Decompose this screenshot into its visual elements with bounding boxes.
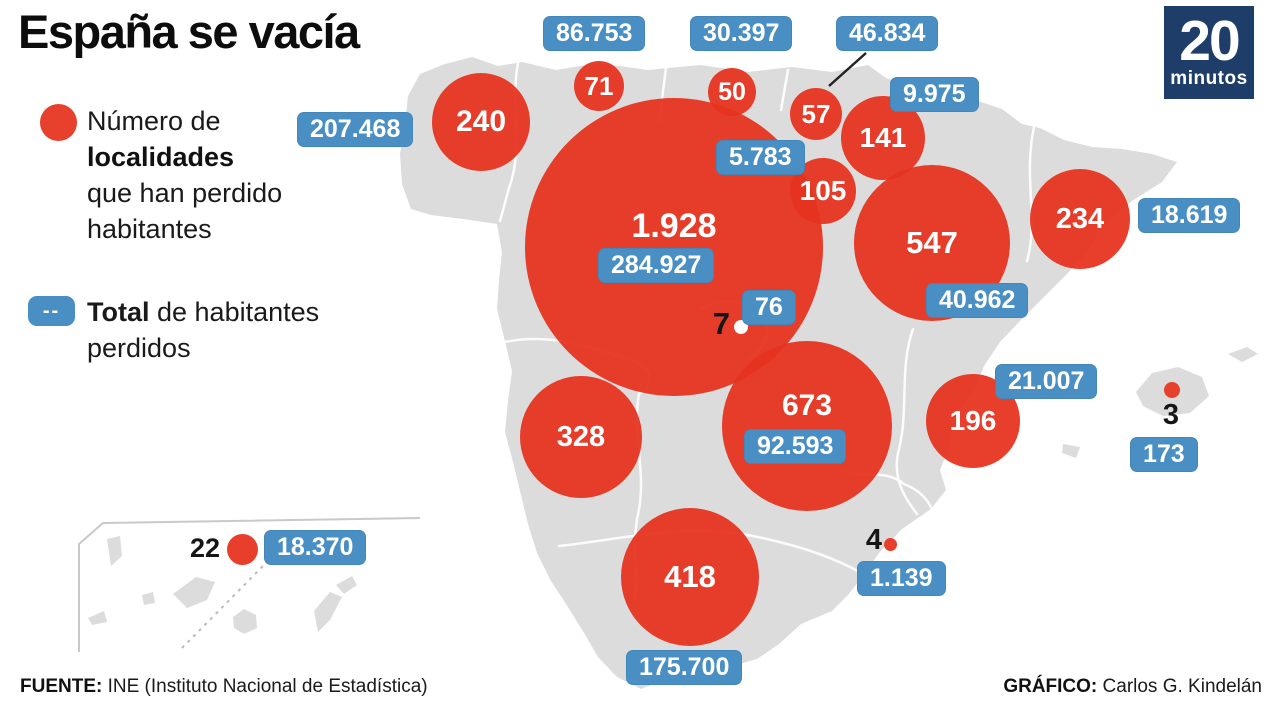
logo-word: minutos: [1170, 68, 1248, 90]
legend-badge-rest: de habitantes: [149, 297, 320, 327]
pais-vasco-leader-line: [828, 52, 867, 87]
source-label: FUENTE:: [20, 676, 103, 697]
count-murcia: 4: [865, 524, 882, 556]
legend-bubble-line3: que han perdido: [87, 178, 283, 208]
badge-total-castilla-y-leon: 284.927: [598, 248, 715, 283]
canary-inset-frame: [78, 517, 421, 652]
badge-total-madrid: 76: [742, 290, 796, 325]
murcia-dot: [884, 538, 897, 551]
bubble-castilla-y-leon-value: 1.928: [631, 207, 717, 245]
20minutos-logo: 20 minutos: [1164, 6, 1254, 99]
page-title: España se vacía: [18, 5, 360, 58]
bubble-castilla-la-mancha-value: 673: [781, 389, 833, 422]
badge-total-murcia: 1.139: [857, 561, 946, 596]
bubble-asturias: 71: [574, 61, 624, 111]
credit-text: Carlos G. Kindelán: [1097, 676, 1262, 697]
bubble-cantabria-value: 50: [718, 77, 746, 106]
legend-bubble-line1: Número de: [87, 106, 221, 136]
bubble-extremadura-value: 328: [556, 420, 606, 453]
badge-total-galicia: 207.468: [297, 112, 414, 147]
bubble-la-rioja-value: 105: [799, 175, 847, 206]
count-canarias: 22: [189, 533, 220, 563]
bubble-castilla-la-mancha: 673: [722, 341, 892, 511]
bubble-cantabria: 50: [708, 68, 756, 116]
badge-total-cantabria: 30.397: [690, 16, 793, 51]
bubble-navarra-value: 141: [859, 122, 907, 153]
bubble-asturias-value: 71: [584, 70, 614, 101]
bubble-cataluna: 234: [1030, 169, 1130, 269]
legend-bubble-line4: habitantes: [87, 214, 212, 244]
bubble-extremadura: 328: [520, 376, 642, 498]
bubble-pais-vasco-value: 57: [801, 98, 831, 129]
count-madrid: 7: [712, 306, 730, 341]
bubble-canarias: [227, 534, 258, 565]
legend-badge-label: Total de habitantes perdidos: [87, 294, 319, 366]
credit-label: GRÁFICO:: [1003, 676, 1098, 697]
baleares-dot: [1164, 382, 1180, 398]
badge-total-baleares: 173: [1130, 437, 1198, 472]
bubble-galicia: 240: [432, 73, 530, 171]
badge-total-andalucia: 175.700: [626, 650, 743, 685]
canary-islands-shape: [88, 536, 357, 634]
badge-total-la-rioja: 5.783: [716, 140, 805, 175]
graphic-credit: GRÁFICO: Carlos G. Kindelán: [1003, 676, 1262, 698]
bubble-andalucia-value: 418: [664, 559, 716, 594]
badge-total-asturias: 86.753: [543, 16, 646, 51]
badge-total-canarias: 18.370: [264, 530, 367, 565]
legend-bubble-bold: localidades: [87, 142, 235, 172]
bubble-andalucia: 418: [621, 508, 759, 646]
legend-badge-icon: --: [28, 296, 75, 326]
legend-badge-dashes: --: [42, 299, 61, 322]
badge-total-castilla-la-mancha: 92.593: [744, 429, 847, 464]
legend-badge-bold: Total: [87, 297, 150, 327]
badge-total-pais-vasco: 46.834: [836, 16, 939, 51]
count-baleares: 3: [1162, 399, 1180, 431]
bubble-pais-vasco: 57: [790, 88, 842, 140]
bubble-galicia-value: 240: [455, 105, 507, 138]
legend-bubble-label: Número de localidades que han perdido ha…: [87, 103, 282, 247]
bubble-cataluna-value: 234: [1055, 202, 1105, 235]
source-text: INE (Instituto Nacional de Estadística): [102, 676, 428, 697]
bubble-aragon-value: 547: [906, 225, 958, 260]
bubble-valenciana-value: 196: [949, 405, 997, 436]
badge-total-valenciana: 21.007: [995, 364, 1098, 399]
bubble-valenciana: 196: [926, 374, 1020, 468]
badge-total-navarra: 9.975: [890, 77, 979, 112]
source-credit: FUENTE: INE (Instituto Nacional de Estad…: [20, 676, 428, 698]
logo-number: 20: [1179, 8, 1240, 73]
legend-bubble-icon: [40, 104, 77, 141]
legend-badge-line2: perdidos: [87, 333, 191, 363]
badge-total-cataluna: 18.619: [1138, 198, 1241, 233]
badge-total-aragon: 40.962: [926, 283, 1029, 318]
